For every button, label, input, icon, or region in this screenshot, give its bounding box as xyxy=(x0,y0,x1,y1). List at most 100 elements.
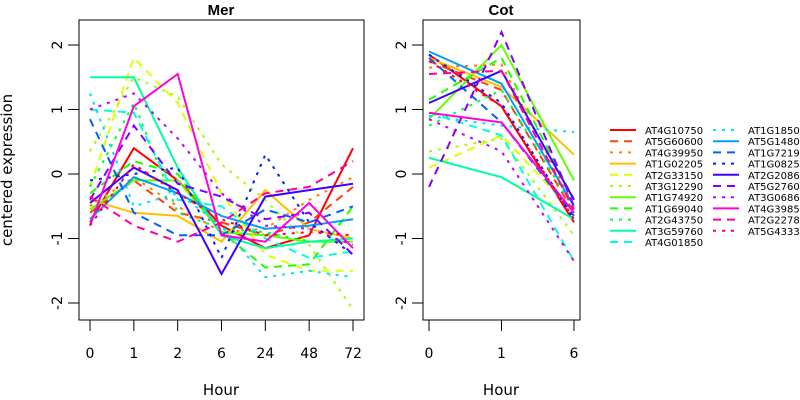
y-tick-label: -1 xyxy=(394,232,410,246)
x-tick-label: 24 xyxy=(256,346,274,362)
series-line-at3g12290 xyxy=(428,137,575,236)
y-tick-label: -2 xyxy=(394,296,410,310)
x-tick-label: 6 xyxy=(570,346,579,362)
legend-label: AT1G0825 xyxy=(748,160,800,171)
series-line-at2g22780 xyxy=(89,160,354,243)
legend-label: AT1G69040 xyxy=(645,204,703,215)
legend-label: AT4G3985 xyxy=(748,204,800,215)
series-layer xyxy=(428,29,575,262)
legend-item: AT1G69040 xyxy=(610,204,703,215)
x-axis-label: Hour xyxy=(483,381,520,399)
legend-label: AT5G4333 xyxy=(748,227,800,238)
y-axis-label: centered expression xyxy=(0,94,16,246)
panel-cot: Cot -2 -1 0 1 2 0 1 6 Hour xyxy=(394,2,581,399)
x-tick-label: 48 xyxy=(300,346,318,362)
x-axis: 0 1 6 xyxy=(425,320,579,362)
legend: AT4G10750AT5G60600AT4G39950AT1G02205AT2G… xyxy=(610,126,800,249)
legend-item: AT1G74920 xyxy=(610,193,703,204)
series-line-at5g14800 xyxy=(89,176,354,230)
series-line-at4g39950 xyxy=(89,175,354,234)
y-tick-label: 1 xyxy=(394,105,410,114)
y-tick-label: 1 xyxy=(50,105,66,114)
series-line-at4g01850 xyxy=(89,108,354,259)
legend-item: AT2G43750 xyxy=(610,216,703,227)
legend-label: AT4G10750 xyxy=(645,126,703,137)
legend-item: AT4G39950 xyxy=(610,148,703,159)
x-tick-label: 72 xyxy=(344,346,362,362)
legend-item: AT1G1850 xyxy=(713,126,800,137)
legend-item: AT2G2278 xyxy=(713,216,800,227)
legend-label: AT1G74920 xyxy=(645,193,703,204)
series-line-at2g43750 xyxy=(428,88,575,211)
y-axis: -2 -1 0 1 2 xyxy=(394,41,423,310)
legend-label: AT2G33150 xyxy=(645,171,703,182)
series-line-at4g39850 xyxy=(89,72,354,249)
legend-item: AT1G7219 xyxy=(713,148,800,159)
legend-label: AT3G12290 xyxy=(645,182,703,193)
series-line-at3g06860 xyxy=(89,92,354,246)
legend-label: AT2G2086 xyxy=(748,171,800,182)
series-line-at1g72190 xyxy=(89,118,354,237)
series-line-at2g22780 xyxy=(428,69,575,210)
y-tick-label: 0 xyxy=(394,170,410,179)
series-line-at2g20860 xyxy=(89,166,354,277)
series-line-at1g72190 xyxy=(428,57,575,217)
legend-item: AT5G2760 xyxy=(713,182,800,193)
x-tick-label: 6 xyxy=(217,346,226,362)
legend-label: AT5G60600 xyxy=(645,137,703,148)
x-axis: 0 1 2 6 24 48 72 xyxy=(86,320,362,362)
y-tick-label: -1 xyxy=(50,232,66,246)
legend-label: AT4G39950 xyxy=(645,148,703,159)
series-line-at4g01850 xyxy=(428,111,575,262)
series-line-at5g27600 xyxy=(428,29,575,207)
legend-item: AT2G33150 xyxy=(610,171,703,182)
legend-label: AT1G7219 xyxy=(748,148,800,159)
series-line-at5g14800 xyxy=(428,50,575,207)
legend-label: AT3G0686 xyxy=(748,193,800,204)
legend-item: AT1G02205 xyxy=(610,160,703,171)
x-tick-label: 1 xyxy=(497,346,506,362)
legend-label: AT5G2760 xyxy=(748,182,800,193)
legend-item: AT5G4333 xyxy=(713,227,800,238)
series-line-at1g69040 xyxy=(428,56,575,201)
series-line-at1g02205 xyxy=(428,56,575,156)
panel-mer: Mer -2 -1 0 1 2 0 1 2 6 24 48 72 Hour centered exp… xyxy=(0,2,365,399)
series-line-at1g18500 xyxy=(428,114,575,134)
series-line-at4g10750 xyxy=(89,146,354,250)
x-tick-label: 0 xyxy=(425,346,434,362)
panel-title: Mer xyxy=(208,2,235,19)
legend-item: AT3G0686 xyxy=(713,193,800,204)
series-layer xyxy=(89,56,354,311)
series-line-at5g27600 xyxy=(89,123,354,256)
series-line-at5g43330 xyxy=(428,60,575,220)
y-axis: -2 -1 0 1 2 xyxy=(50,41,79,310)
panel-title: Cot xyxy=(489,2,514,19)
series-line-at1g18500 xyxy=(89,93,354,279)
legend-item: AT5G60600 xyxy=(610,137,703,148)
y-tick-label: -2 xyxy=(50,296,66,310)
y-tick-label: 2 xyxy=(394,41,410,50)
series-line-at1g74920 xyxy=(428,43,575,181)
legend-item: AT2G2086 xyxy=(713,171,800,182)
legend-item: AT1G0825 xyxy=(713,160,800,171)
legend-item: AT4G01850 xyxy=(610,238,703,249)
legend-label: AT4G01850 xyxy=(645,238,703,249)
legend-item: AT5G1480 xyxy=(713,137,800,148)
legend-label: AT5G1480 xyxy=(748,137,800,148)
series-line-at3g12290 xyxy=(89,76,354,311)
series-line-at4g39850 xyxy=(428,111,575,214)
y-tick-label: 0 xyxy=(50,170,66,179)
legend-label: AT1G02205 xyxy=(645,160,703,171)
series-line-at1g69040 xyxy=(89,160,354,269)
series-line-at4g39950 xyxy=(428,63,575,207)
x-tick-label: 1 xyxy=(129,346,138,362)
series-line-at3g59760 xyxy=(428,156,575,221)
legend-label: AT2G2278 xyxy=(748,216,800,227)
legend-label: AT1G1850 xyxy=(748,126,800,137)
series-line-at5g60600 xyxy=(89,179,354,237)
legend-label: AT3G59760 xyxy=(645,227,703,238)
legend-item: AT4G3985 xyxy=(713,204,800,215)
legend-item: AT3G12290 xyxy=(610,182,703,193)
y-tick-label: 2 xyxy=(50,41,66,50)
